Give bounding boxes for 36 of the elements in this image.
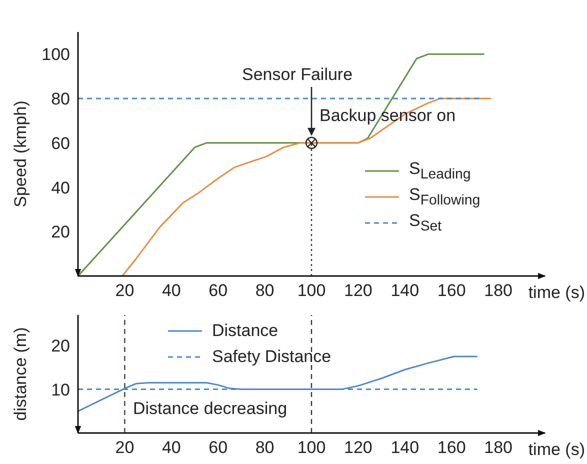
y-axis-title: distance (m) bbox=[11, 327, 30, 421]
x-tick-label: 60 bbox=[208, 281, 228, 300]
x-tick-label: 160 bbox=[437, 281, 466, 300]
y-tick-label: 80 bbox=[51, 90, 70, 109]
x-tick-label: 100 bbox=[297, 281, 326, 300]
x-tick-label: 60 bbox=[208, 438, 228, 458]
y-tick-label: 40 bbox=[51, 178, 70, 198]
x-tick-label: 80 bbox=[255, 438, 274, 458]
x-tick-label: 40 bbox=[162, 438, 181, 458]
x-tick-label: 120 bbox=[344, 438, 372, 458]
x-tick-label: 140 bbox=[390, 438, 420, 458]
x-tick-label: 100 bbox=[297, 438, 326, 458]
legend-label: S$_{Set}$ bbox=[409, 211, 442, 235]
y-tick-label: 100 bbox=[42, 45, 70, 64]
x-tick-label: 40 bbox=[162, 281, 181, 300]
annotation: Sensor Failure bbox=[242, 65, 353, 85]
x-tick-label: 20 bbox=[115, 281, 134, 300]
x-tick-label: 180 bbox=[484, 438, 512, 458]
y-tick-label: 10 bbox=[51, 380, 70, 400]
y-axis-title: Speed (kmph) bbox=[11, 100, 30, 208]
legend-label: Safety Distance bbox=[212, 347, 332, 367]
y-tick-label: 60 bbox=[51, 134, 70, 153]
x-tick-label: 180 bbox=[484, 281, 512, 300]
annotation: Distance decreasing bbox=[133, 399, 288, 419]
x-axis-title: time (s) bbox=[528, 440, 585, 459]
y-tick-label: 20 bbox=[51, 336, 70, 356]
x-tick-label: 120 bbox=[344, 281, 372, 300]
x-axis-title: time (s) bbox=[528, 283, 585, 302]
legend-label: Distance bbox=[212, 321, 278, 341]
x-tick-label: 160 bbox=[437, 438, 466, 458]
x-tick-label: 80 bbox=[255, 281, 274, 300]
y-tick-label: 20 bbox=[51, 222, 70, 242]
legend-label: S$_{Following}$ bbox=[409, 185, 480, 209]
legend-label: S$_{Leading}$ bbox=[409, 159, 471, 183]
x-tick-label: 20 bbox=[115, 438, 134, 458]
x-tick-label: 140 bbox=[390, 281, 420, 300]
